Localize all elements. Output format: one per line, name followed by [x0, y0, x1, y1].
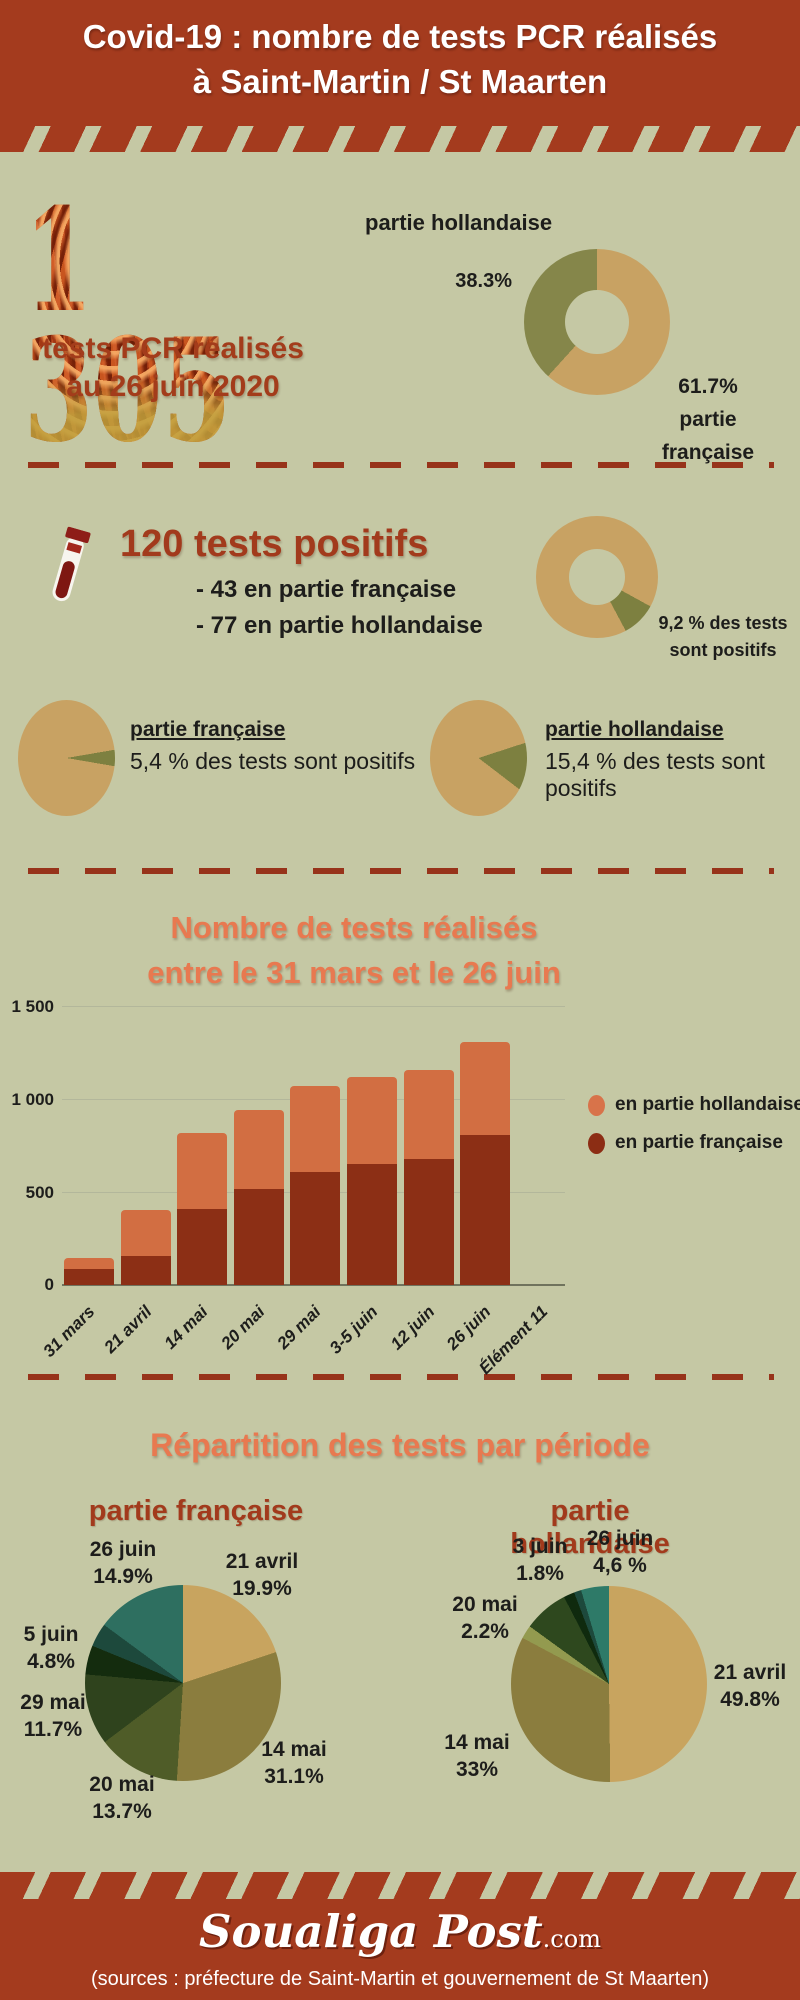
bar-segment-en-partie-hollandaise	[347, 1076, 397, 1165]
donut-label-fr-line2: française	[661, 441, 755, 464]
bar-chart-title-line1: Nombre de tests réalisés	[170, 910, 538, 945]
positives-heading: 120 tests positifs	[120, 523, 429, 565]
caption-line1: tests PCR réalisés	[42, 332, 304, 365]
bar-segment-en-partie-française	[347, 1164, 397, 1285]
pie-label-26-juin: 26 juin 4,6 %	[586, 1527, 654, 1577]
bar-chart-legend: en partie hollandaise en partie français…	[588, 1094, 800, 1170]
bar-segment-en-partie-hollandaise	[460, 1042, 511, 1136]
pie-chart-repartition-fr	[85, 1585, 281, 1781]
dashed-divider	[28, 1374, 774, 1380]
bar-segment-en-partie-française	[460, 1135, 511, 1285]
footer-banner: Soualiga Post.com (sources : préfecture …	[0, 1899, 800, 2000]
pie-label-5-juin: 5 juin 4.8%	[23, 1623, 79, 1673]
logo-main-text: Soualiga Post	[199, 1905, 543, 1958]
caption-line2: au 26 juin 2020	[66, 370, 280, 403]
positive-nl-label: partie hollandaise	[545, 718, 724, 741]
legend-row-francaise: en partie française	[588, 1132, 800, 1154]
donut-label-fr-line1: partie	[679, 408, 737, 431]
pie-chart-positive-rate-nl	[430, 700, 527, 816]
repartition-subtitle-fr: partie française	[88, 1495, 304, 1527]
repartition-subtitle-nl: partie hollandaise	[510, 1495, 670, 1560]
total-tests-number: 1 305	[24, 196, 318, 456]
legend-row-hollandaise: en partie hollandaise	[588, 1094, 800, 1116]
pie-label-14-mai: 14 mai 33%	[444, 1731, 510, 1781]
bar-segment-en-partie-française	[64, 1269, 114, 1285]
header-title-line2: à Saint-Martin / St Maarten	[192, 63, 608, 100]
positives-nl-count: - 77 en partie hollandaise	[196, 612, 483, 639]
positives-fr-count: - 43 en partie française	[196, 576, 457, 603]
total-tests-caption: tests PCR réalisés au 26 juin 2020	[23, 330, 323, 406]
pie-label-21-avril: 21 avril 19.9%	[225, 1550, 299, 1600]
bar-segment-en-partie-hollandaise	[64, 1257, 114, 1270]
logo-suffix-text: .com	[542, 1925, 601, 1953]
bar-segment-en-partie-française	[177, 1208, 228, 1285]
bar-segment-en-partie-française	[233, 1189, 284, 1285]
bar-segment-en-partie-hollandaise	[120, 1209, 171, 1257]
dashed-divider	[28, 462, 774, 468]
legend-label-francaise: en partie française	[615, 1132, 783, 1153]
header-title-line1: Covid-19 : nombre de tests PCR réalisés	[82, 18, 718, 55]
positive-rate-note: 9,2 % des tests sont positifs	[648, 610, 798, 664]
y-axis-tick: 1 500	[11, 996, 54, 1016]
bar-chart-title: Nombre de tests réalisés entre le 31 mar…	[54, 905, 654, 995]
gridline-1500	[62, 1006, 565, 1007]
positive-fr-note: 5,4 % des tests sont positifs	[130, 748, 416, 774]
pie-label-14-mai: 14 mai 31.1%	[261, 1738, 327, 1788]
positive-fr-label: partie française	[130, 718, 286, 741]
bar-segment-en-partie-hollandaise	[177, 1132, 228, 1209]
y-axis-tick: 500	[25, 1182, 54, 1202]
y-axis-tick: 1 000	[11, 1089, 54, 1109]
positive-rate-note-line1: 9,2 % des tests	[658, 613, 788, 633]
pie-label-3-juin: 3 juin 1.8%	[512, 1535, 568, 1585]
pie-label-20-mai: 20 mai 2.2%	[452, 1593, 518, 1643]
pie-label-20-mai: 20 mai 13.7%	[89, 1773, 155, 1823]
diagonal-stripe-band-bottom	[0, 1872, 800, 1899]
donut-pct-francaise: 61.7%	[678, 375, 738, 398]
stacked-bar-chart	[62, 1006, 568, 1286]
bar-segment-en-partie-française	[403, 1158, 454, 1285]
pie-label-29-mai: 29 mai 11.7%	[20, 1691, 86, 1741]
donut-chart-positive-rate	[536, 516, 658, 638]
y-axis-tick: 0	[44, 1275, 54, 1294]
pie-chart-positive-rate-fr	[18, 700, 115, 816]
pie-chart-repartition-nl	[511, 1586, 707, 1782]
pie-label-21-avril: 21 avril 49.8%	[713, 1661, 787, 1711]
bar-segment-en-partie-hollandaise	[233, 1110, 284, 1190]
bar-segment-en-partie-hollandaise	[290, 1086, 341, 1172]
legend-swatch-hollandaise	[588, 1094, 605, 1116]
legend-swatch-francaise	[588, 1132, 605, 1154]
pie-label-26-juin: 26 juin 14.9%	[89, 1538, 157, 1588]
header-banner: Covid-19 : nombre de tests PCR réalisés …	[0, 0, 800, 126]
donut-pct-hollandaise: 38.3%	[455, 270, 512, 292]
sources-line: (sources : préfecture de Saint-Martin et…	[90, 1968, 710, 1990]
dashed-divider	[28, 868, 774, 874]
soualiga-post-logo: Soualiga Post.com	[0, 1909, 800, 1962]
positive-nl-note: 15,4 % des tests sont positifs	[545, 748, 765, 801]
x-axis-line	[62, 1284, 565, 1286]
repartition-title: Répartition des tests par période	[150, 1427, 650, 1463]
donut-chart-tests-by-side	[524, 249, 670, 395]
positive-rate-note-line2: sont positifs	[669, 640, 777, 660]
diagonal-stripe-band-top	[0, 126, 800, 152]
bar-segment-en-partie-hollandaise	[403, 1070, 454, 1159]
bar-segment-en-partie-française	[290, 1171, 341, 1285]
bar-segment-en-partie-française	[120, 1256, 171, 1285]
bar-chart-title-line2: entre le 31 mars et le 26 juin	[147, 955, 561, 990]
test-tube-icon	[37, 524, 98, 615]
donut-label-francaise: 61.7% partie française	[648, 370, 768, 469]
legend-label-hollandaise: en partie hollandaise	[615, 1094, 800, 1115]
donut-label-hollandaise: partie hollandaise	[365, 210, 553, 235]
